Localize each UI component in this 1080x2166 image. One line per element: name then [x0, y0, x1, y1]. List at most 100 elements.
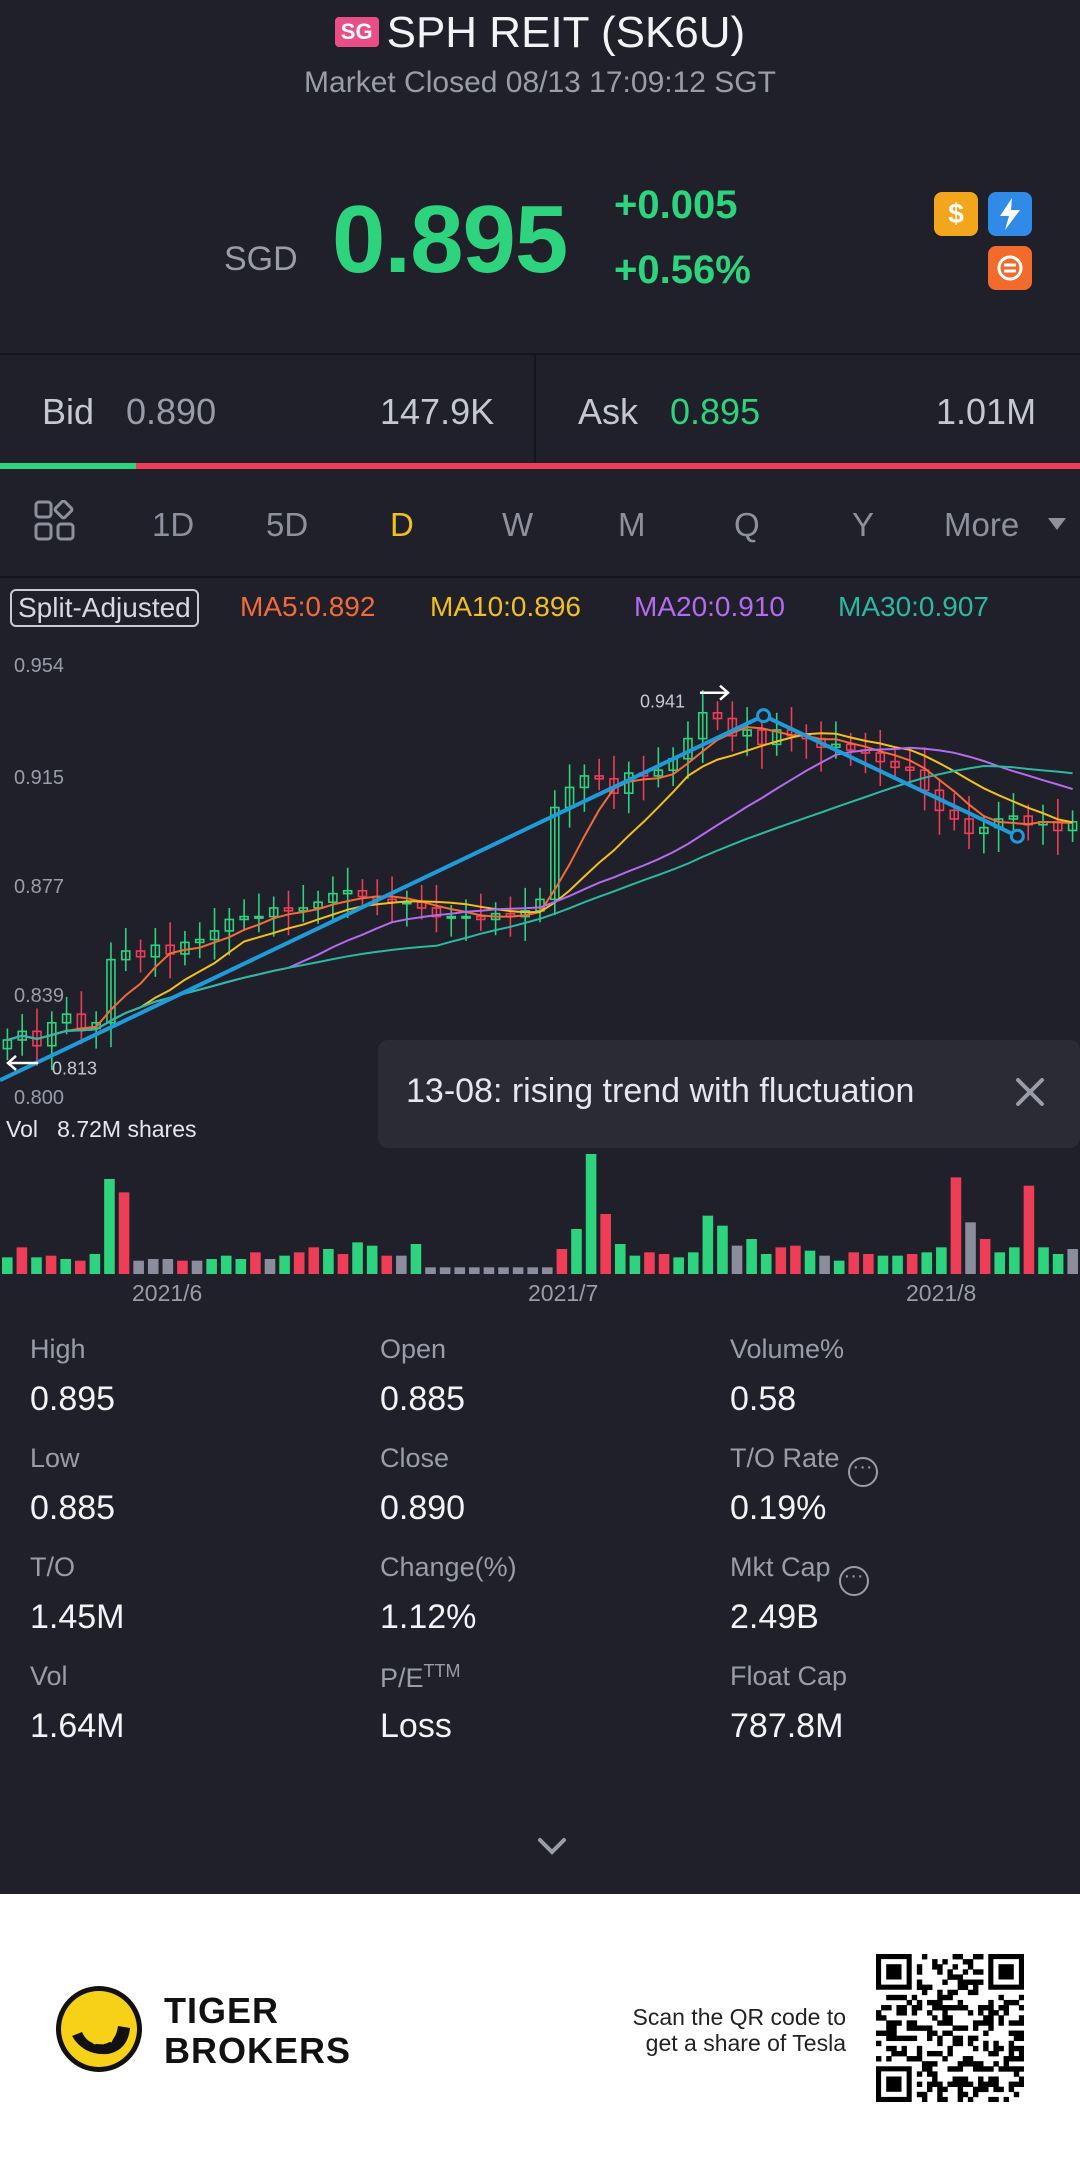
qr-caption-line2: get a share of Tesla — [645, 2030, 846, 2056]
qr-module — [927, 1984, 933, 1991]
qr-module — [906, 2020, 913, 2026]
qr-module — [947, 1974, 953, 1980]
candle-body — [653, 769, 664, 777]
tab-more[interactable]: More — [944, 506, 1020, 543]
volume-bar — [644, 1252, 655, 1274]
volume-bar — [571, 1229, 582, 1274]
qr-module — [906, 2035, 913, 2042]
tab-y[interactable]: Y — [852, 506, 875, 543]
qr-module — [998, 2086, 1004, 2093]
qr-module — [947, 2020, 953, 2026]
volume-chart[interactable] — [0, 1150, 1080, 1278]
qr-module — [998, 1994, 1004, 2001]
split-adjusted-button[interactable]: Split-Adjusted — [10, 589, 199, 627]
qr-code[interactable] — [876, 1954, 1024, 2102]
volume-bar — [936, 1247, 947, 1274]
qr-module — [881, 2015, 887, 2021]
tab-1d[interactable]: 1D — [152, 506, 195, 543]
volume-bar — [731, 1245, 743, 1274]
close-icon[interactable] — [1006, 1068, 1054, 1116]
qr-module — [876, 2010, 882, 2016]
qr-module — [932, 2061, 938, 2067]
qr-module — [937, 1969, 943, 1975]
layout-grid-icon[interactable] — [34, 500, 76, 542]
tab-m[interactable]: M — [618, 506, 646, 543]
qr-module — [1008, 2030, 1015, 2036]
volume-bar — [702, 1215, 714, 1274]
volume-bar — [293, 1252, 305, 1274]
flash-icon[interactable] — [988, 192, 1032, 236]
tab-d[interactable]: D — [390, 506, 414, 543]
stat-value: 0.890 — [380, 1489, 466, 1527]
qr-module — [932, 2081, 938, 2087]
qr-module — [993, 2096, 999, 2102]
qr-module — [1008, 2040, 1015, 2047]
qr-module — [921, 1954, 928, 1960]
price-change-percent: +0.56% — [614, 248, 751, 292]
trend-text: 13-08: rising trend with fluctuation — [406, 1072, 915, 1110]
qr-module — [957, 2086, 964, 2093]
qr-module — [967, 1989, 974, 1996]
qr-module — [901, 2035, 907, 2042]
stat-value: 1.12% — [380, 1598, 477, 1636]
price-chart[interactable]: 0.954 0.915 0.877 0.839 0.800 0.941 0.813 — [0, 640, 1080, 1110]
qr-module — [906, 2056, 913, 2062]
volume-bar — [863, 1254, 874, 1274]
tab-5d[interactable]: 5D — [266, 506, 309, 543]
qr-module — [988, 2025, 994, 2031]
qr-module — [983, 2040, 989, 2047]
candle-body — [890, 760, 900, 769]
qr-module — [937, 1999, 943, 2006]
volume-bar — [906, 1254, 918, 1274]
qr-module — [947, 1994, 953, 2001]
qr-module — [932, 2015, 938, 2021]
qr-module — [952, 1989, 958, 1996]
expand-chevron-icon[interactable] — [534, 1834, 570, 1858]
qr-module — [978, 2005, 984, 2011]
tab-q[interactable]: Q — [734, 506, 760, 543]
qr-module — [937, 2091, 943, 2098]
volume-bar — [337, 1254, 349, 1274]
qr-module — [962, 2061, 969, 2067]
candle-body — [135, 950, 146, 958]
volume-bar — [658, 1254, 670, 1274]
candle-body — [180, 941, 190, 955]
more-info-icon[interactable]: ··· — [847, 1457, 878, 1487]
dollar-icon[interactable]: $ — [934, 192, 978, 236]
tab-w[interactable]: W — [502, 506, 534, 543]
qr-module — [993, 2081, 999, 2087]
swap-icon[interactable] — [988, 246, 1032, 290]
qr-module — [993, 2061, 999, 2067]
bid-ratio-fill — [0, 463, 137, 469]
chevron-down-icon[interactable] — [1048, 518, 1066, 530]
candle-body — [150, 944, 161, 958]
qr-module — [916, 2045, 923, 2052]
qr-module — [942, 1959, 948, 1965]
qr-module — [942, 1994, 948, 2001]
qr-module — [927, 2050, 933, 2057]
volume-bar — [352, 1242, 363, 1274]
more-info-icon[interactable]: ··· — [838, 1566, 869, 1596]
stat-label: Volume% — [730, 1334, 845, 1364]
volume-bar — [775, 1247, 787, 1274]
volume-bar — [425, 1267, 436, 1274]
qr-module — [901, 2005, 907, 2011]
candle-body — [757, 729, 767, 746]
qr-module — [942, 2005, 948, 2011]
qr-module — [916, 2050, 923, 2057]
promo-footer: TIGER BROKERS Scan the QR code to get a … — [0, 1894, 1080, 2166]
qr-module — [972, 2086, 979, 2093]
volume-bar — [381, 1255, 393, 1274]
ma20-label: MA20:0.910 — [634, 591, 785, 622]
qr-module — [983, 2030, 989, 2036]
qr-module — [896, 2035, 902, 2042]
bid-size: 147.9K — [380, 391, 495, 432]
qr-module — [1008, 2045, 1015, 2052]
candle-body — [209, 930, 220, 941]
volume-bar — [527, 1267, 538, 1274]
trend-popup[interactable]: 13-08: rising trend with fluctuation — [378, 1040, 1080, 1148]
qr-module — [937, 2035, 943, 2042]
qr-module — [1003, 2061, 1009, 2067]
qr-module — [1013, 1999, 1020, 2006]
qr-module — [998, 2005, 1004, 2011]
